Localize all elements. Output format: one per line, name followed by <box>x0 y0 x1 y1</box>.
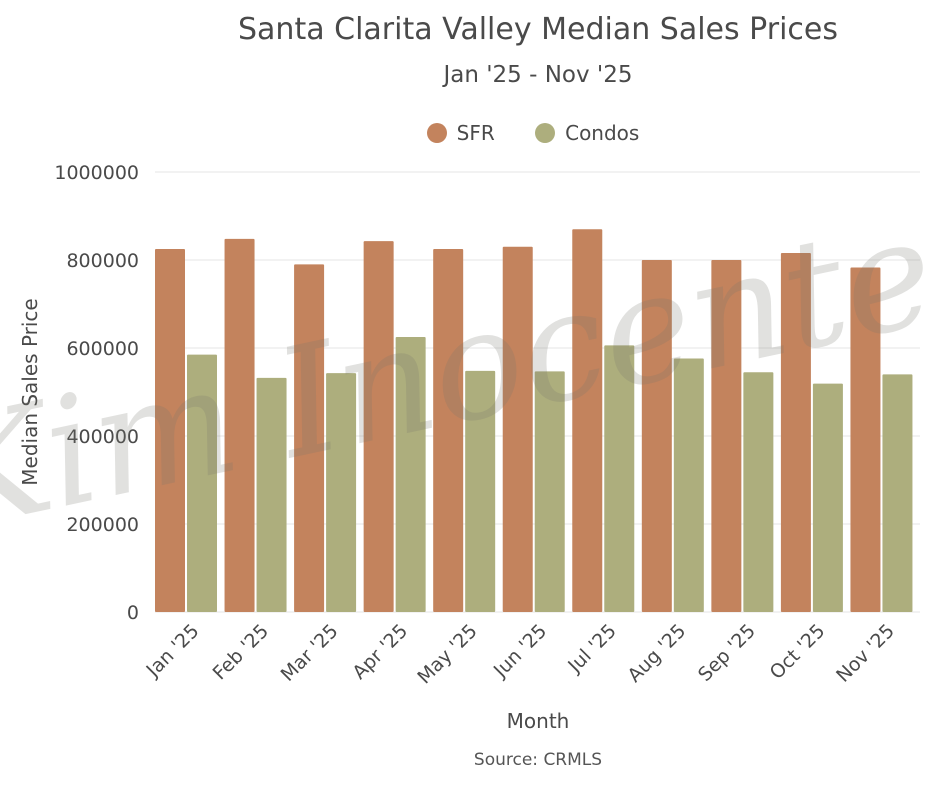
chart-subtitle: Jan '25 - Nov '25 <box>443 62 633 88</box>
bar-condos[interactable] <box>187 354 217 612</box>
bar-sfr[interactable] <box>780 252 811 612</box>
y-tick-label: 600000 <box>66 338 139 360</box>
bar-condos[interactable] <box>604 345 635 612</box>
bar-sfr[interactable] <box>711 260 742 612</box>
bar-condos[interactable] <box>465 370 496 612</box>
x-tick-label: May '25 <box>413 620 481 688</box>
x-axis-label: Month <box>506 709 570 733</box>
y-tick-label: 0 <box>127 602 139 624</box>
bar-condos[interactable] <box>326 373 357 612</box>
x-tick-label: Feb '25 <box>209 620 273 684</box>
x-tick-label: Sep '25 <box>694 620 760 686</box>
bar-condos[interactable] <box>673 358 704 612</box>
y-tick-label: 1000000 <box>54 162 139 184</box>
x-tick-label: Jul '25 <box>563 620 621 678</box>
legend-swatch-sfr <box>426 123 447 143</box>
bar-sfr[interactable] <box>641 260 672 612</box>
bar-sfr[interactable] <box>294 264 325 612</box>
bar-sfr[interactable] <box>155 249 185 612</box>
x-tick-label: Aug '25 <box>623 620 690 687</box>
y-tick-label: 200000 <box>66 514 139 536</box>
bar-sfr[interactable] <box>850 267 881 612</box>
bar-sfr[interactable] <box>433 249 464 612</box>
x-tick-label: Apr '25 <box>348 620 412 684</box>
legend-label-sfr: SFR <box>456 121 495 145</box>
legend-item-condos[interactable]: Condos <box>535 121 639 145</box>
y-tick-labels: 0 200000 400000 600000 800000 1000000 <box>54 162 139 624</box>
bar-condos[interactable] <box>743 372 774 612</box>
bar-condos[interactable] <box>395 337 426 612</box>
bar-sfr[interactable] <box>572 229 603 612</box>
bar-sfr[interactable] <box>502 246 533 613</box>
bar-condos[interactable] <box>812 383 843 612</box>
bar-condos[interactable] <box>534 371 565 612</box>
x-tick-label: Jan '25 <box>141 620 203 682</box>
y-tick-label: 800000 <box>66 250 139 272</box>
chart-title: Santa Clarita Valley Median Sales Prices <box>238 12 838 47</box>
x-tick-label: Jun '25 <box>489 620 551 682</box>
legend-item-sfr[interactable]: SFR <box>426 121 495 145</box>
x-tick-label: Nov '25 <box>832 620 899 687</box>
chart-legend: SFR Condos <box>0 121 940 148</box>
x-tick-label: Oct '25 <box>766 620 830 684</box>
bar-sfr[interactable] <box>363 241 394 612</box>
x-tick-label: Mar '25 <box>277 620 343 686</box>
bars <box>155 229 913 613</box>
source-note: Source: CRMLS <box>473 750 603 770</box>
bar-sfr[interactable] <box>224 238 255 612</box>
bar-condos[interactable] <box>882 374 913 612</box>
legend-swatch-condos <box>535 123 556 143</box>
bar-condos[interactable] <box>256 377 287 612</box>
x-tick-labels: Jan '25 Feb '25 Mar '25 Apr '25 May '25 Jun '… <box>141 620 898 688</box>
legend-label-condos: Condos <box>565 121 640 145</box>
y-tick-label: 400000 <box>66 426 139 448</box>
